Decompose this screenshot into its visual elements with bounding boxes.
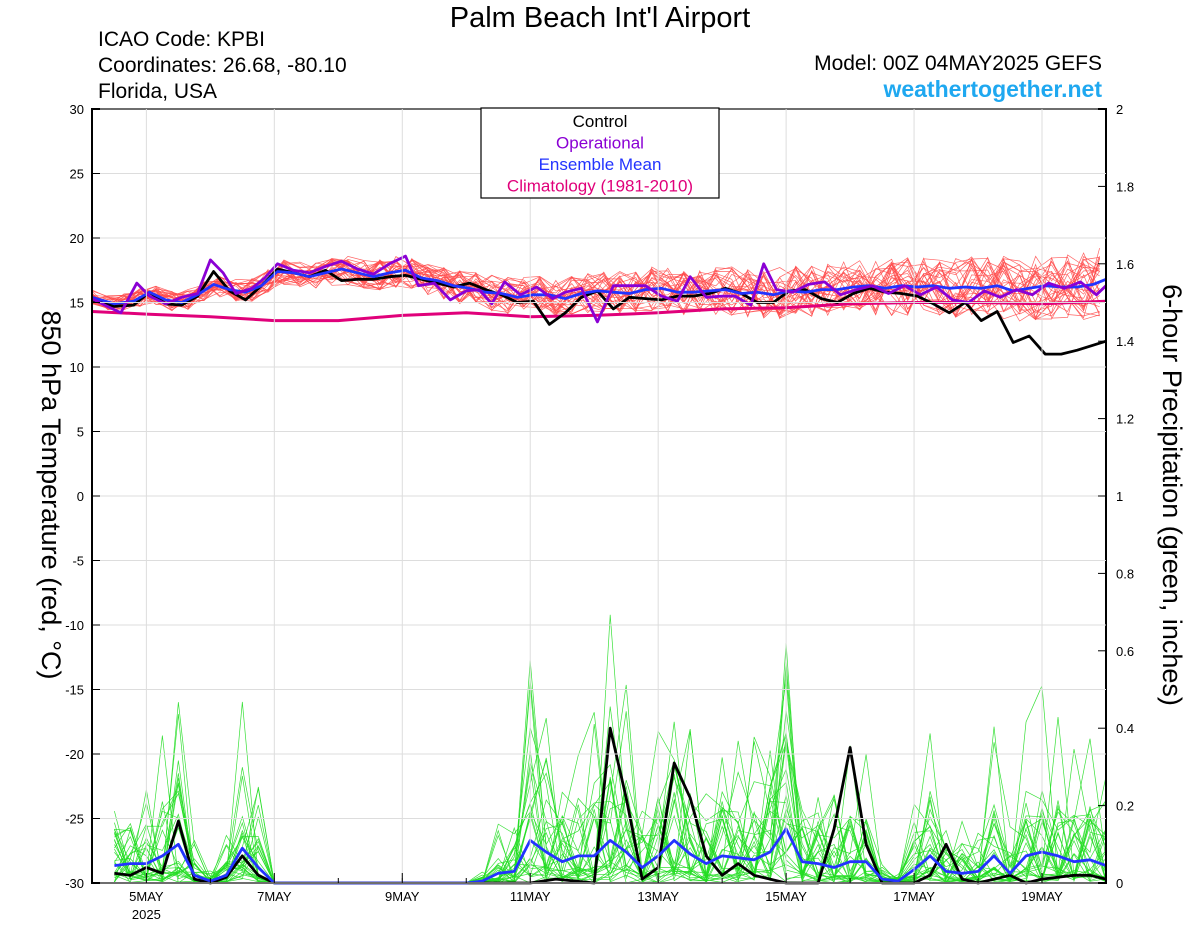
left-tick-label: -25 bbox=[65, 812, 84, 827]
website-link[interactable]: weathertogether.net bbox=[883, 76, 1102, 102]
left-tick-label: -5 bbox=[72, 554, 84, 569]
left-tick-label: 0 bbox=[77, 489, 84, 504]
right-tick-label: 0.2 bbox=[1116, 799, 1134, 814]
right-tick-label: 1.2 bbox=[1116, 412, 1134, 427]
ensemble-members-temperature bbox=[91, 247, 1100, 322]
left-tick-label: -20 bbox=[65, 747, 84, 762]
left-tick-label: 25 bbox=[70, 167, 84, 182]
right-axis-ticks: 0 0.2 0.4 0.6 0.8 1 1.2 1.4 1.6 1.8 2 bbox=[1098, 102, 1134, 891]
legend-entry: Control bbox=[573, 112, 628, 131]
series-line-operational-left bbox=[91, 254, 1107, 324]
temperature-member-line bbox=[91, 256, 1100, 314]
legend-entry: Climatology (1981-2010) bbox=[507, 177, 693, 196]
left-tick-label: 5 bbox=[77, 425, 84, 440]
right-axis-label: 6-hour Precipitation (green, inches) bbox=[1157, 284, 1187, 706]
x-tick-label: 9MAY bbox=[385, 889, 420, 904]
left-tick-label: 30 bbox=[70, 102, 84, 117]
left-axis-label: 850 hPa Temperature (red, °C) bbox=[36, 311, 66, 680]
chart-title: Palm Beach Int'l Airport bbox=[449, 2, 751, 34]
right-tick-label: 1 bbox=[1116, 489, 1123, 504]
series-line-ensemble-mean-right bbox=[114, 827, 1107, 885]
left-tick-label: 20 bbox=[70, 231, 84, 246]
left-tick-label: -30 bbox=[65, 876, 84, 891]
series-line-ensemble-mean-left bbox=[91, 267, 1107, 306]
right-tick-label: 0 bbox=[1116, 876, 1123, 891]
legend-box bbox=[480, 107, 720, 199]
right-tick-label: 1.8 bbox=[1116, 179, 1134, 194]
x-year-label: 2025 bbox=[132, 907, 161, 922]
temperature-member-line bbox=[91, 258, 1100, 316]
icao-code: ICAO Code: KPBI bbox=[98, 28, 265, 51]
x-tick-label: 17MAY bbox=[893, 889, 935, 904]
left-tick-label: 15 bbox=[70, 296, 84, 311]
x-axis-ticks: 5MAY 2025 7MAY 9MAY 11MAY 13MAY 15MAY 17MAY 19MA… bbox=[129, 109, 1107, 922]
x-tick-label: 11MAY bbox=[510, 889, 551, 904]
left-axis-ticks: -30 -25 -20 -15 -10 -5 0 5 10 15 20 25 30 bbox=[65, 102, 1106, 891]
left-tick-label: -15 bbox=[65, 683, 84, 698]
precipitation-member-line bbox=[114, 643, 1107, 884]
right-tick-label: 2 bbox=[1116, 102, 1123, 117]
x-tick-label: 7MAY bbox=[257, 889, 292, 904]
model-run: Model: 00Z 04MAY2025 GEFS bbox=[814, 52, 1102, 75]
legend: Control Operational Ensemble Mean Climatolo… bbox=[480, 107, 720, 199]
coordinates: Coordinates: 26.68, -80.10 bbox=[98, 54, 347, 77]
right-tick-label: 1.6 bbox=[1116, 257, 1134, 272]
right-tick-label: 1.4 bbox=[1116, 334, 1134, 349]
x-tick-label: 13MAY bbox=[637, 889, 679, 904]
legend-entry: Operational bbox=[556, 134, 644, 153]
right-tick-label: 0.4 bbox=[1116, 721, 1134, 736]
x-tick-label: 15MAY bbox=[765, 889, 807, 904]
x-tick-label: 5MAY bbox=[129, 889, 164, 904]
precipitation-member-line bbox=[114, 614, 1107, 884]
right-tick-label: 0.6 bbox=[1116, 644, 1134, 659]
left-tick-label: -10 bbox=[65, 618, 84, 633]
legend-entry: Ensemble Mean bbox=[539, 155, 662, 174]
right-tick-label: 0.8 bbox=[1116, 566, 1134, 581]
left-tick-label: 10 bbox=[70, 360, 84, 375]
ensemble-members-precipitation bbox=[114, 614, 1107, 885]
x-tick-label: 19MAY bbox=[1021, 889, 1063, 904]
region: Florida, USA bbox=[98, 80, 218, 103]
temperature-member-line bbox=[91, 258, 1100, 320]
